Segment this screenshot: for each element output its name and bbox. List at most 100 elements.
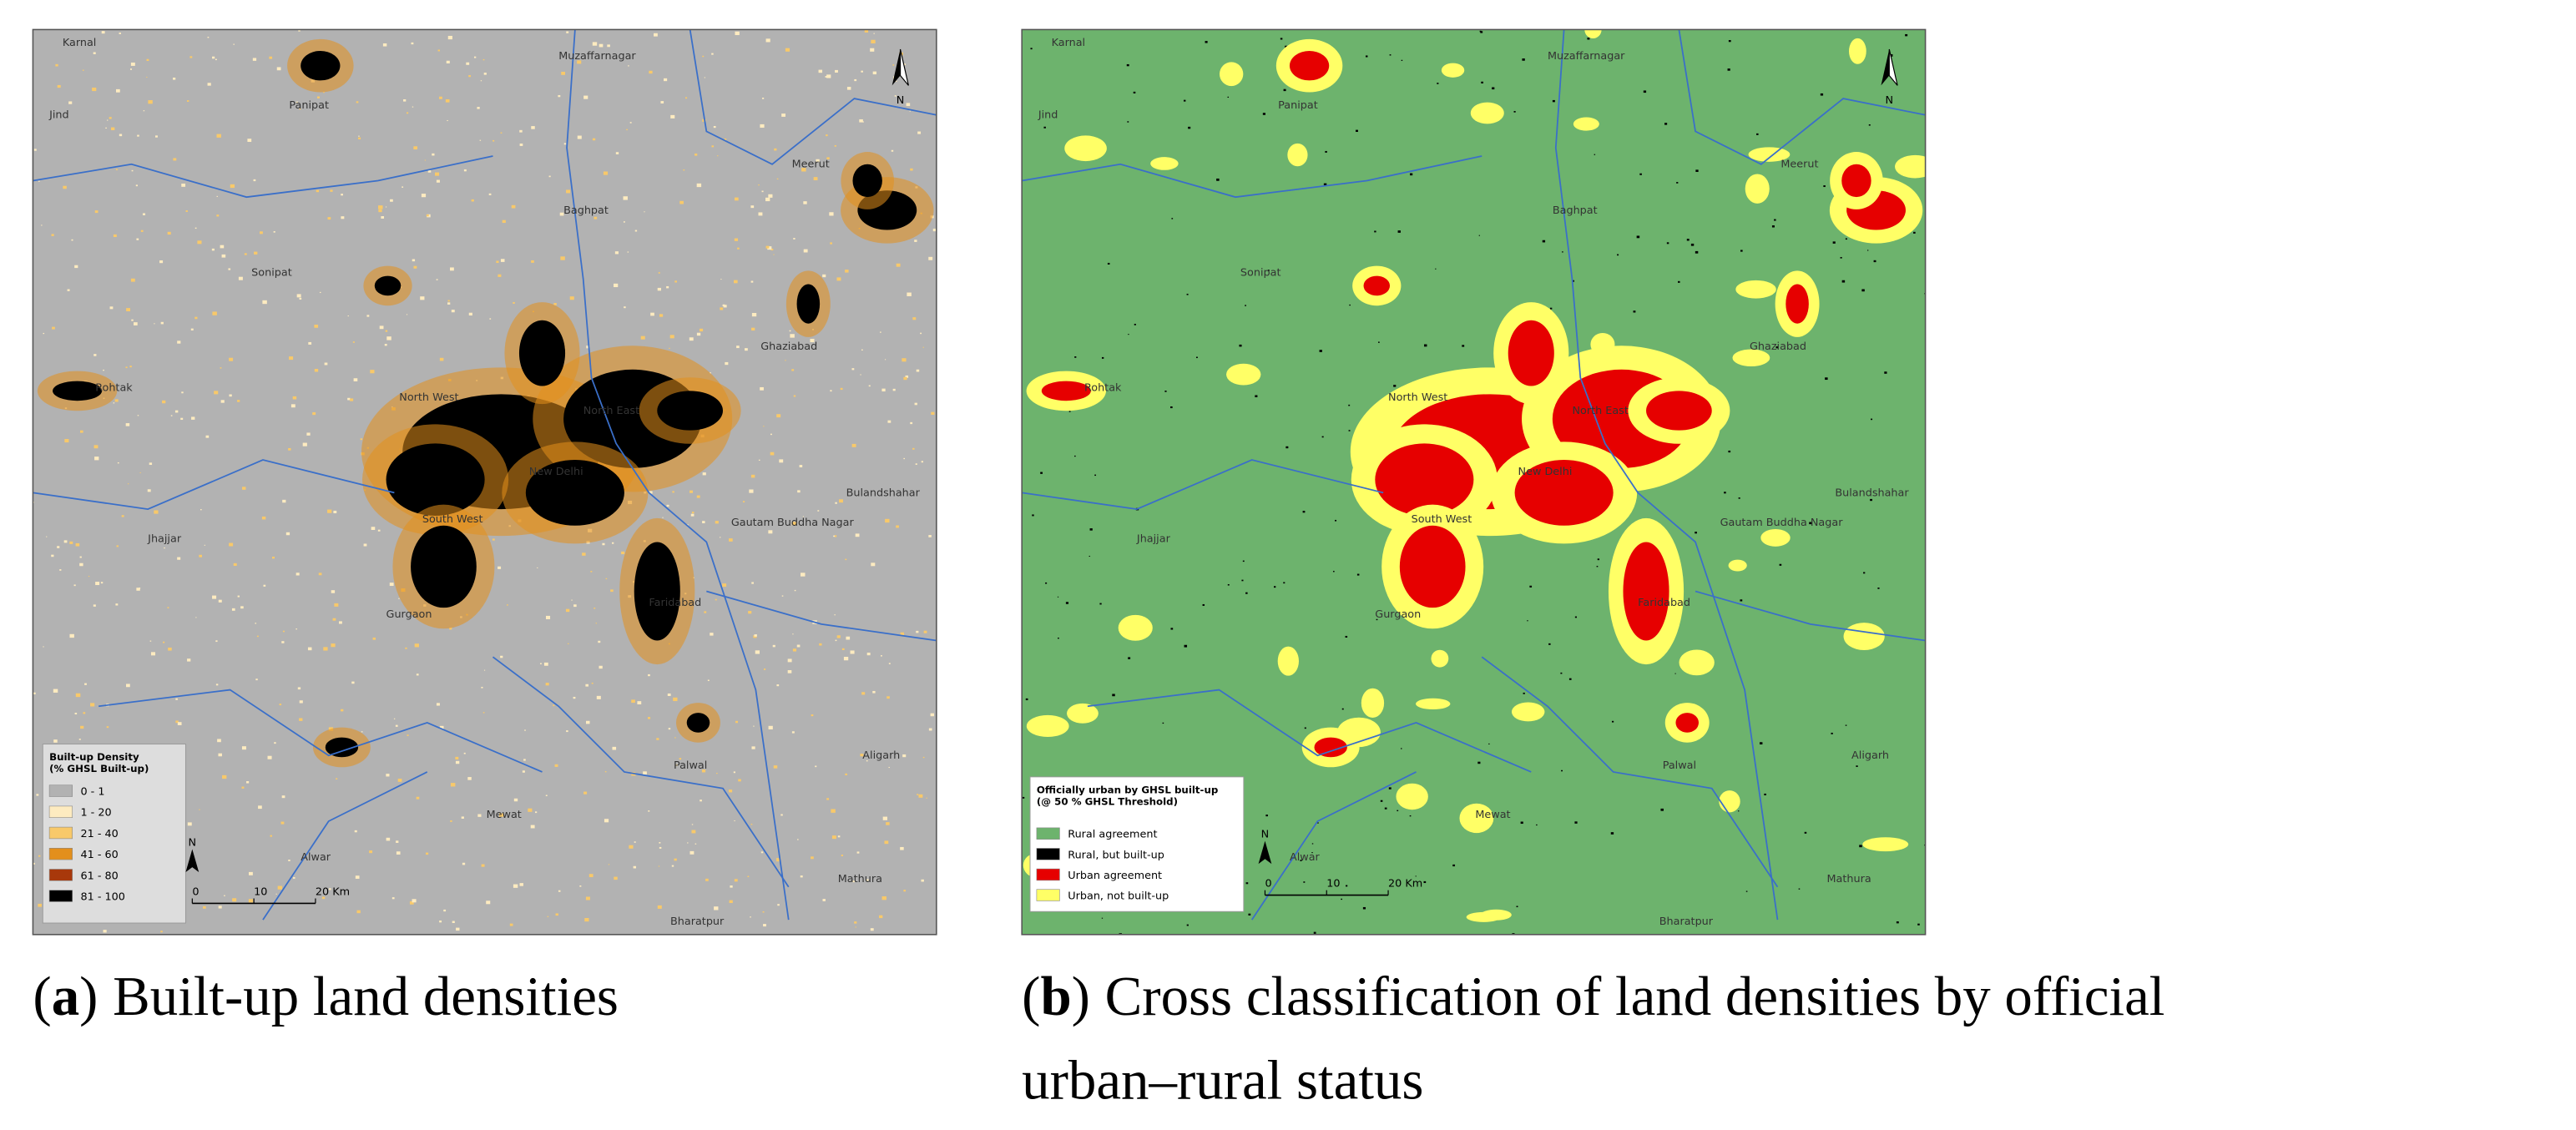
- place-label: Mewat: [1475, 809, 1510, 821]
- settlement: [1401, 59, 1403, 61]
- settlement: [1384, 807, 1387, 810]
- settlement: [424, 159, 427, 161]
- settlement: [187, 100, 189, 102]
- settlement: [607, 44, 610, 48]
- settlement: [298, 29, 301, 32]
- settlement: [386, 336, 391, 341]
- legend-swatch: [48, 869, 73, 881]
- settlement: [866, 879, 869, 881]
- north-arrow: [899, 48, 909, 86]
- settlement: [1345, 635, 1348, 638]
- settlement: [416, 673, 419, 676]
- settlement: [80, 725, 84, 729]
- settlement: [439, 920, 442, 923]
- settlement: [750, 280, 754, 283]
- settlement: [633, 865, 637, 869]
- settlement: [33, 862, 35, 865]
- settlement: [191, 416, 195, 420]
- settlement: [38, 903, 42, 907]
- settlement: [753, 725, 755, 727]
- legend-label: Rural, but built-up: [1068, 849, 1164, 861]
- settlement: [862, 121, 864, 123]
- settlement: [1319, 350, 1322, 352]
- north-arrow: [1888, 48, 1898, 86]
- place-label: Rohtak: [1084, 381, 1122, 394]
- settlement: [500, 132, 503, 134]
- settlement: [1415, 875, 1417, 877]
- settlement: [1022, 796, 1025, 799]
- settlement: [750, 916, 751, 918]
- settlement: [1065, 602, 1069, 604]
- settlement: [605, 578, 608, 580]
- settlement: [52, 326, 55, 330]
- settlement: [1133, 91, 1136, 93]
- settlement: [221, 254, 226, 258]
- settlement: [1870, 498, 1872, 502]
- settlement: [1321, 436, 1324, 438]
- settlement: [751, 582, 754, 584]
- settlement: [554, 764, 558, 767]
- settlement: [737, 247, 740, 250]
- settlement: [860, 754, 864, 757]
- settlement: [295, 628, 297, 630]
- settlement: [1356, 573, 1360, 576]
- settlement: [1409, 173, 1413, 176]
- settlement: [888, 663, 891, 664]
- settlement: [657, 905, 662, 909]
- urban-patch: [1287, 143, 1308, 167]
- settlement: [868, 385, 871, 387]
- boundary-line: [1678, 29, 1926, 165]
- settlement: [164, 547, 165, 549]
- settlement: [131, 169, 134, 172]
- settlement: [825, 76, 827, 78]
- settlement: [456, 927, 460, 931]
- settlement: [93, 604, 96, 607]
- north-arrow: [1881, 49, 1890, 86]
- settlement: [872, 71, 877, 75]
- settlement: [59, 569, 62, 571]
- settlement: [107, 119, 109, 121]
- settlement: [1617, 254, 1619, 256]
- settlement: [797, 490, 801, 493]
- settlement: [624, 306, 626, 309]
- settlement: [734, 820, 735, 822]
- settlement: [78, 739, 81, 740]
- settlement: [347, 315, 349, 317]
- settlement: [667, 693, 671, 697]
- settlement: [299, 297, 302, 300]
- settlement: [390, 199, 393, 202]
- settlement: [826, 798, 830, 800]
- urban-core: [374, 275, 402, 296]
- legend-swatch: [48, 890, 73, 902]
- settlement: [811, 856, 814, 860]
- settlement: [1562, 251, 1563, 253]
- settlement: [524, 729, 526, 731]
- settlement: [907, 292, 912, 296]
- settlement: [267, 755, 272, 759]
- settlement: [407, 734, 409, 736]
- settlement: [38, 180, 40, 182]
- settlement: [569, 296, 574, 300]
- settlement: [566, 31, 569, 33]
- settlement: [218, 753, 222, 757]
- settlement: [103, 930, 107, 933]
- settlement: [791, 522, 796, 526]
- legend-label: Urban, not built-up: [1068, 890, 1169, 902]
- settlement: [840, 387, 843, 391]
- settlement: [1678, 280, 1680, 283]
- settlement: [1856, 765, 1858, 768]
- settlement: [664, 78, 668, 82]
- settlement: [116, 545, 119, 547]
- settlement: [1740, 250, 1743, 252]
- settlement: [462, 862, 466, 865]
- settlement: [711, 53, 714, 55]
- settlement: [626, 129, 628, 131]
- settlement: [439, 725, 444, 729]
- settlement: [269, 56, 273, 59]
- settlement: [119, 33, 121, 34]
- settlement: [710, 372, 711, 374]
- settlement: [1845, 724, 1847, 726]
- settlement: [836, 635, 841, 638]
- settlement: [528, 808, 533, 812]
- settlement: [113, 234, 117, 238]
